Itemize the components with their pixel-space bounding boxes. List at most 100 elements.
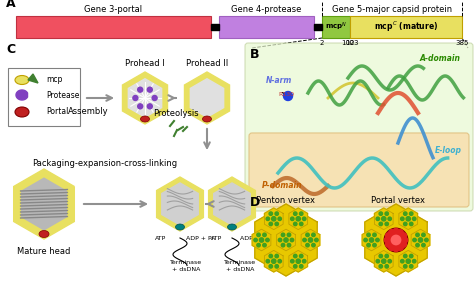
Text: Gene 4-protease: Gene 4-protease [231,5,301,14]
Circle shape [403,254,407,258]
Circle shape [413,238,416,242]
Circle shape [312,243,315,247]
Text: A: A [6,0,16,10]
Circle shape [422,233,425,237]
Circle shape [315,238,318,242]
Circle shape [403,212,407,215]
Circle shape [398,230,403,234]
Circle shape [388,260,392,263]
Text: ATP: ATP [211,237,222,242]
Text: Portal: Portal [46,107,68,117]
Text: Gene 3-portal: Gene 3-portal [84,5,143,14]
Circle shape [137,104,143,109]
Circle shape [147,104,152,109]
Circle shape [379,254,383,258]
Circle shape [406,217,410,221]
Bar [16,16,211,38]
Text: ADP + Pi: ADP + Pi [186,237,213,242]
Circle shape [364,238,367,242]
Bar [219,16,314,38]
Bar [350,16,462,38]
Polygon shape [156,177,203,231]
Text: Terminase: Terminase [170,260,202,265]
Circle shape [306,243,309,247]
Circle shape [306,233,309,237]
Polygon shape [122,72,167,124]
Circle shape [367,233,370,237]
Text: Proteolysis: Proteolysis [153,110,199,118]
Circle shape [308,238,313,242]
Text: Prohead II: Prohead II [186,59,228,68]
Ellipse shape [15,75,29,84]
Circle shape [293,222,297,226]
Circle shape [302,217,306,221]
Circle shape [275,212,278,215]
Circle shape [376,238,379,242]
Polygon shape [411,229,430,251]
Circle shape [379,212,383,215]
Circle shape [287,233,291,237]
Circle shape [425,238,428,242]
Circle shape [384,238,389,242]
Circle shape [373,233,376,237]
Ellipse shape [228,224,237,230]
Circle shape [385,222,389,226]
Circle shape [412,217,416,221]
Circle shape [152,96,157,101]
Polygon shape [365,204,427,276]
Circle shape [278,217,282,221]
Ellipse shape [39,231,49,237]
Circle shape [379,222,383,226]
Text: R130: R130 [278,91,294,96]
Text: 385: 385 [456,40,469,46]
Polygon shape [214,183,250,225]
Text: mcp: mcp [46,75,63,84]
Circle shape [385,212,389,215]
FancyBboxPatch shape [249,133,469,207]
Polygon shape [374,208,393,230]
Circle shape [272,259,276,263]
Circle shape [385,254,389,258]
Text: A-domain: A-domain [419,54,460,63]
Circle shape [133,96,138,101]
Polygon shape [16,90,27,100]
Polygon shape [301,229,320,251]
Circle shape [388,217,392,221]
Circle shape [283,91,292,101]
Circle shape [386,242,391,247]
Circle shape [379,265,383,268]
Bar [8,68,80,126]
Circle shape [269,265,273,268]
Circle shape [401,217,404,221]
Polygon shape [399,208,418,230]
Circle shape [278,260,282,263]
Circle shape [369,238,374,242]
Circle shape [300,265,303,268]
Circle shape [403,222,407,226]
Polygon shape [264,208,283,230]
Circle shape [266,238,269,242]
Circle shape [300,222,303,226]
Circle shape [410,254,413,258]
Circle shape [137,87,143,92]
Text: + dsDNA: + dsDNA [226,267,254,272]
Polygon shape [255,204,317,276]
Circle shape [287,243,291,247]
Text: Assembly: Assembly [68,107,109,117]
Polygon shape [21,177,67,231]
Circle shape [303,238,306,242]
Circle shape [389,246,394,250]
Circle shape [266,217,270,221]
Text: Gene 5-major capsid protein: Gene 5-major capsid protein [332,5,452,14]
Text: Terminase: Terminase [224,260,256,265]
Circle shape [398,246,403,250]
Circle shape [416,243,419,247]
Polygon shape [374,250,393,272]
Polygon shape [209,177,255,231]
Text: E-loop: E-loop [435,147,462,155]
Circle shape [410,265,413,268]
Circle shape [254,238,257,242]
Bar [211,24,219,30]
Ellipse shape [175,224,184,230]
Circle shape [401,233,406,238]
